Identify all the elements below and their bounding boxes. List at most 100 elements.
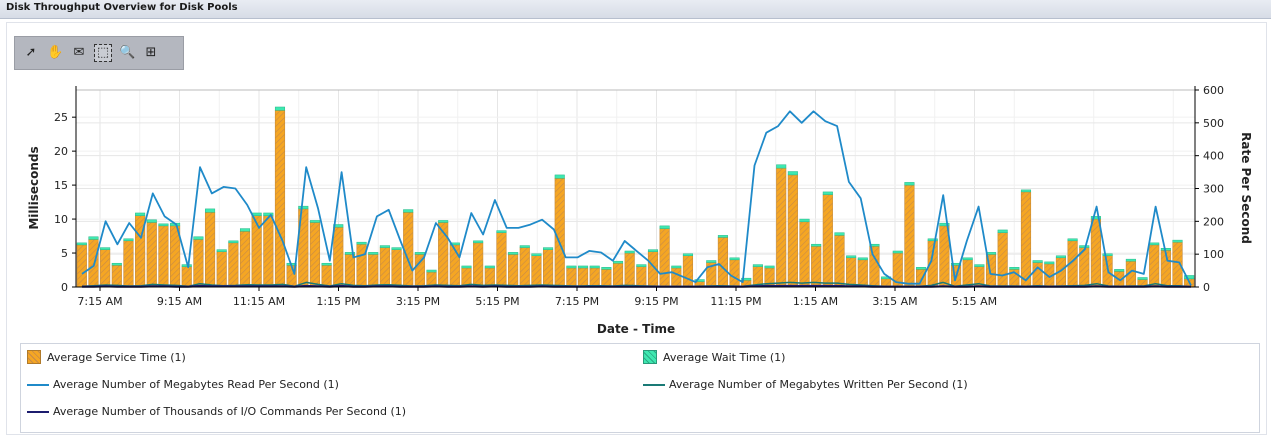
x-tick-label: 7:15 AM <box>77 295 122 308</box>
bar-service-time <box>542 249 554 288</box>
bar-service-time <box>846 257 857 288</box>
bar-wait-time <box>799 218 810 223</box>
bar-wait-time <box>682 253 693 257</box>
x-tick-label: 3:15 AM <box>872 295 917 308</box>
bar-wait-time <box>403 209 414 213</box>
bar-service-time <box>636 266 647 288</box>
bar-wait-time <box>135 212 146 216</box>
bar-service-time <box>274 110 286 288</box>
bar-wait-time <box>228 240 239 244</box>
y-left-tick-label: 20 <box>54 145 68 158</box>
bar-service-time <box>811 245 822 288</box>
chart-svg: 0 5 10 15 20 25 0 100 200 300 400 500 600 7:15 AM 9:15… <box>27 84 1253 336</box>
bar-wait-time <box>706 260 717 263</box>
bar-wait-time <box>927 238 938 242</box>
bar-service-time <box>496 232 507 288</box>
bar-wait-time <box>193 236 204 240</box>
bar-wait-time <box>239 228 251 232</box>
bar-wait-time <box>729 257 740 261</box>
bar-wait-time <box>717 235 728 238</box>
bar-wait-time <box>76 242 87 246</box>
bar-service-time <box>111 264 122 288</box>
bar-wait-time <box>1172 239 1183 243</box>
bar-wait-time <box>426 269 437 273</box>
bar-wait-time <box>869 243 880 247</box>
bar-wait-time <box>1149 242 1160 246</box>
bar-service-time <box>659 228 670 288</box>
y-left-tick-label: 0 <box>61 281 68 294</box>
bar-wait-time <box>671 265 682 269</box>
x-tick-label: 1:15 AM <box>793 295 838 308</box>
bar-wait-time <box>916 267 927 270</box>
bar-wait-time <box>461 265 472 269</box>
bar-wait-time <box>1032 260 1043 263</box>
bar-wait-time <box>647 249 659 252</box>
bar-wait-time <box>449 242 460 246</box>
bar-service-time <box>344 254 356 288</box>
axis-layer: 0 5 10 15 20 25 0 100 200 300 400 500 600 7:15 AM 9:15… <box>54 84 1224 308</box>
y-left-tick-label: 5 <box>61 247 68 260</box>
x-tick-label: 1:15 PM <box>316 295 360 308</box>
y-left-tick-label: 10 <box>54 213 68 226</box>
x-tick-label: 3:15 PM <box>396 295 440 308</box>
bar-wait-time <box>321 262 332 266</box>
select-arrow-icon[interactable]: ➚ <box>25 45 37 60</box>
bar-wait-time <box>834 232 845 236</box>
y-left-tick-label: 15 <box>54 179 68 192</box>
bar-wait-time <box>1125 258 1136 262</box>
bar-service-time <box>76 244 87 288</box>
bar-wait-time <box>333 224 344 228</box>
bar-service-time <box>356 243 367 288</box>
x-tick-label: 7:15 PM <box>555 295 599 308</box>
zoom-box-icon[interactable]: ⬚ <box>94 44 112 62</box>
pan-hand-icon[interactable]: ✋ <box>47 45 64 60</box>
bar-service-time <box>939 225 950 288</box>
bar-wait-time <box>1114 269 1125 272</box>
bar-wait-time <box>1184 275 1195 280</box>
bar-wait-time <box>1009 267 1020 270</box>
bar-service-time <box>776 167 787 288</box>
bar-wait-time <box>1079 245 1090 248</box>
bar-service-time <box>321 264 332 288</box>
zoom-out-icon[interactable]: 🔍 <box>119 45 136 60</box>
legend-swatch-write <box>643 383 665 386</box>
x-tick-label: 11:15 AM <box>233 295 285 308</box>
bar-wait-time <box>566 265 577 269</box>
bar-wait-time <box>216 249 227 252</box>
bar-wait-time <box>554 174 565 179</box>
legend-swatch-service <box>27 350 41 364</box>
bar-wait-time <box>846 255 857 259</box>
y-right-tick-label: 200 <box>1203 215 1224 228</box>
legend-item-wait: Average Wait Time (1) <box>643 350 785 364</box>
legend-swatch-wait <box>643 350 657 364</box>
legend-item-read: Average Number of Megabytes Read Per Sec… <box>27 378 339 391</box>
bar-service-time <box>123 240 134 288</box>
y-right-tick-label: 500 <box>1203 117 1224 130</box>
bar-service-time <box>822 194 833 288</box>
bar-wait-time <box>298 205 309 210</box>
bar-wait-time <box>904 182 915 186</box>
bar-wait-time <box>1044 261 1055 265</box>
bar-wait-time <box>88 236 99 240</box>
bar-service-time <box>1032 262 1043 288</box>
bar-service-time <box>612 262 624 288</box>
bar-wait-time <box>951 262 962 266</box>
bar-service-time <box>204 211 216 288</box>
bar-wait-time <box>263 212 274 216</box>
chart-toolbar: ➚ ✋ ✉ ⬚ 🔍 ⊞ <box>14 36 184 70</box>
bar-wait-time <box>379 245 390 248</box>
bar-service-time <box>601 269 612 288</box>
legend-swatch-io <box>27 410 49 413</box>
bar-service-time <box>508 254 519 288</box>
fit-icon[interactable]: ⊞ <box>145 45 157 60</box>
bar-wait-time <box>344 252 355 255</box>
data-tip-icon[interactable]: ✉ <box>73 45 85 60</box>
bar-wait-time <box>473 240 484 244</box>
bar-wait-time <box>741 277 752 281</box>
bar-service-time <box>869 245 880 288</box>
legend-item-io: Average Number of Thousands of I/O Comma… <box>27 405 406 418</box>
bar-service-time <box>519 247 530 288</box>
bar-wait-time <box>811 243 822 247</box>
bar-wait-time <box>356 241 367 245</box>
y-right-tick-label: 0 <box>1203 281 1210 294</box>
